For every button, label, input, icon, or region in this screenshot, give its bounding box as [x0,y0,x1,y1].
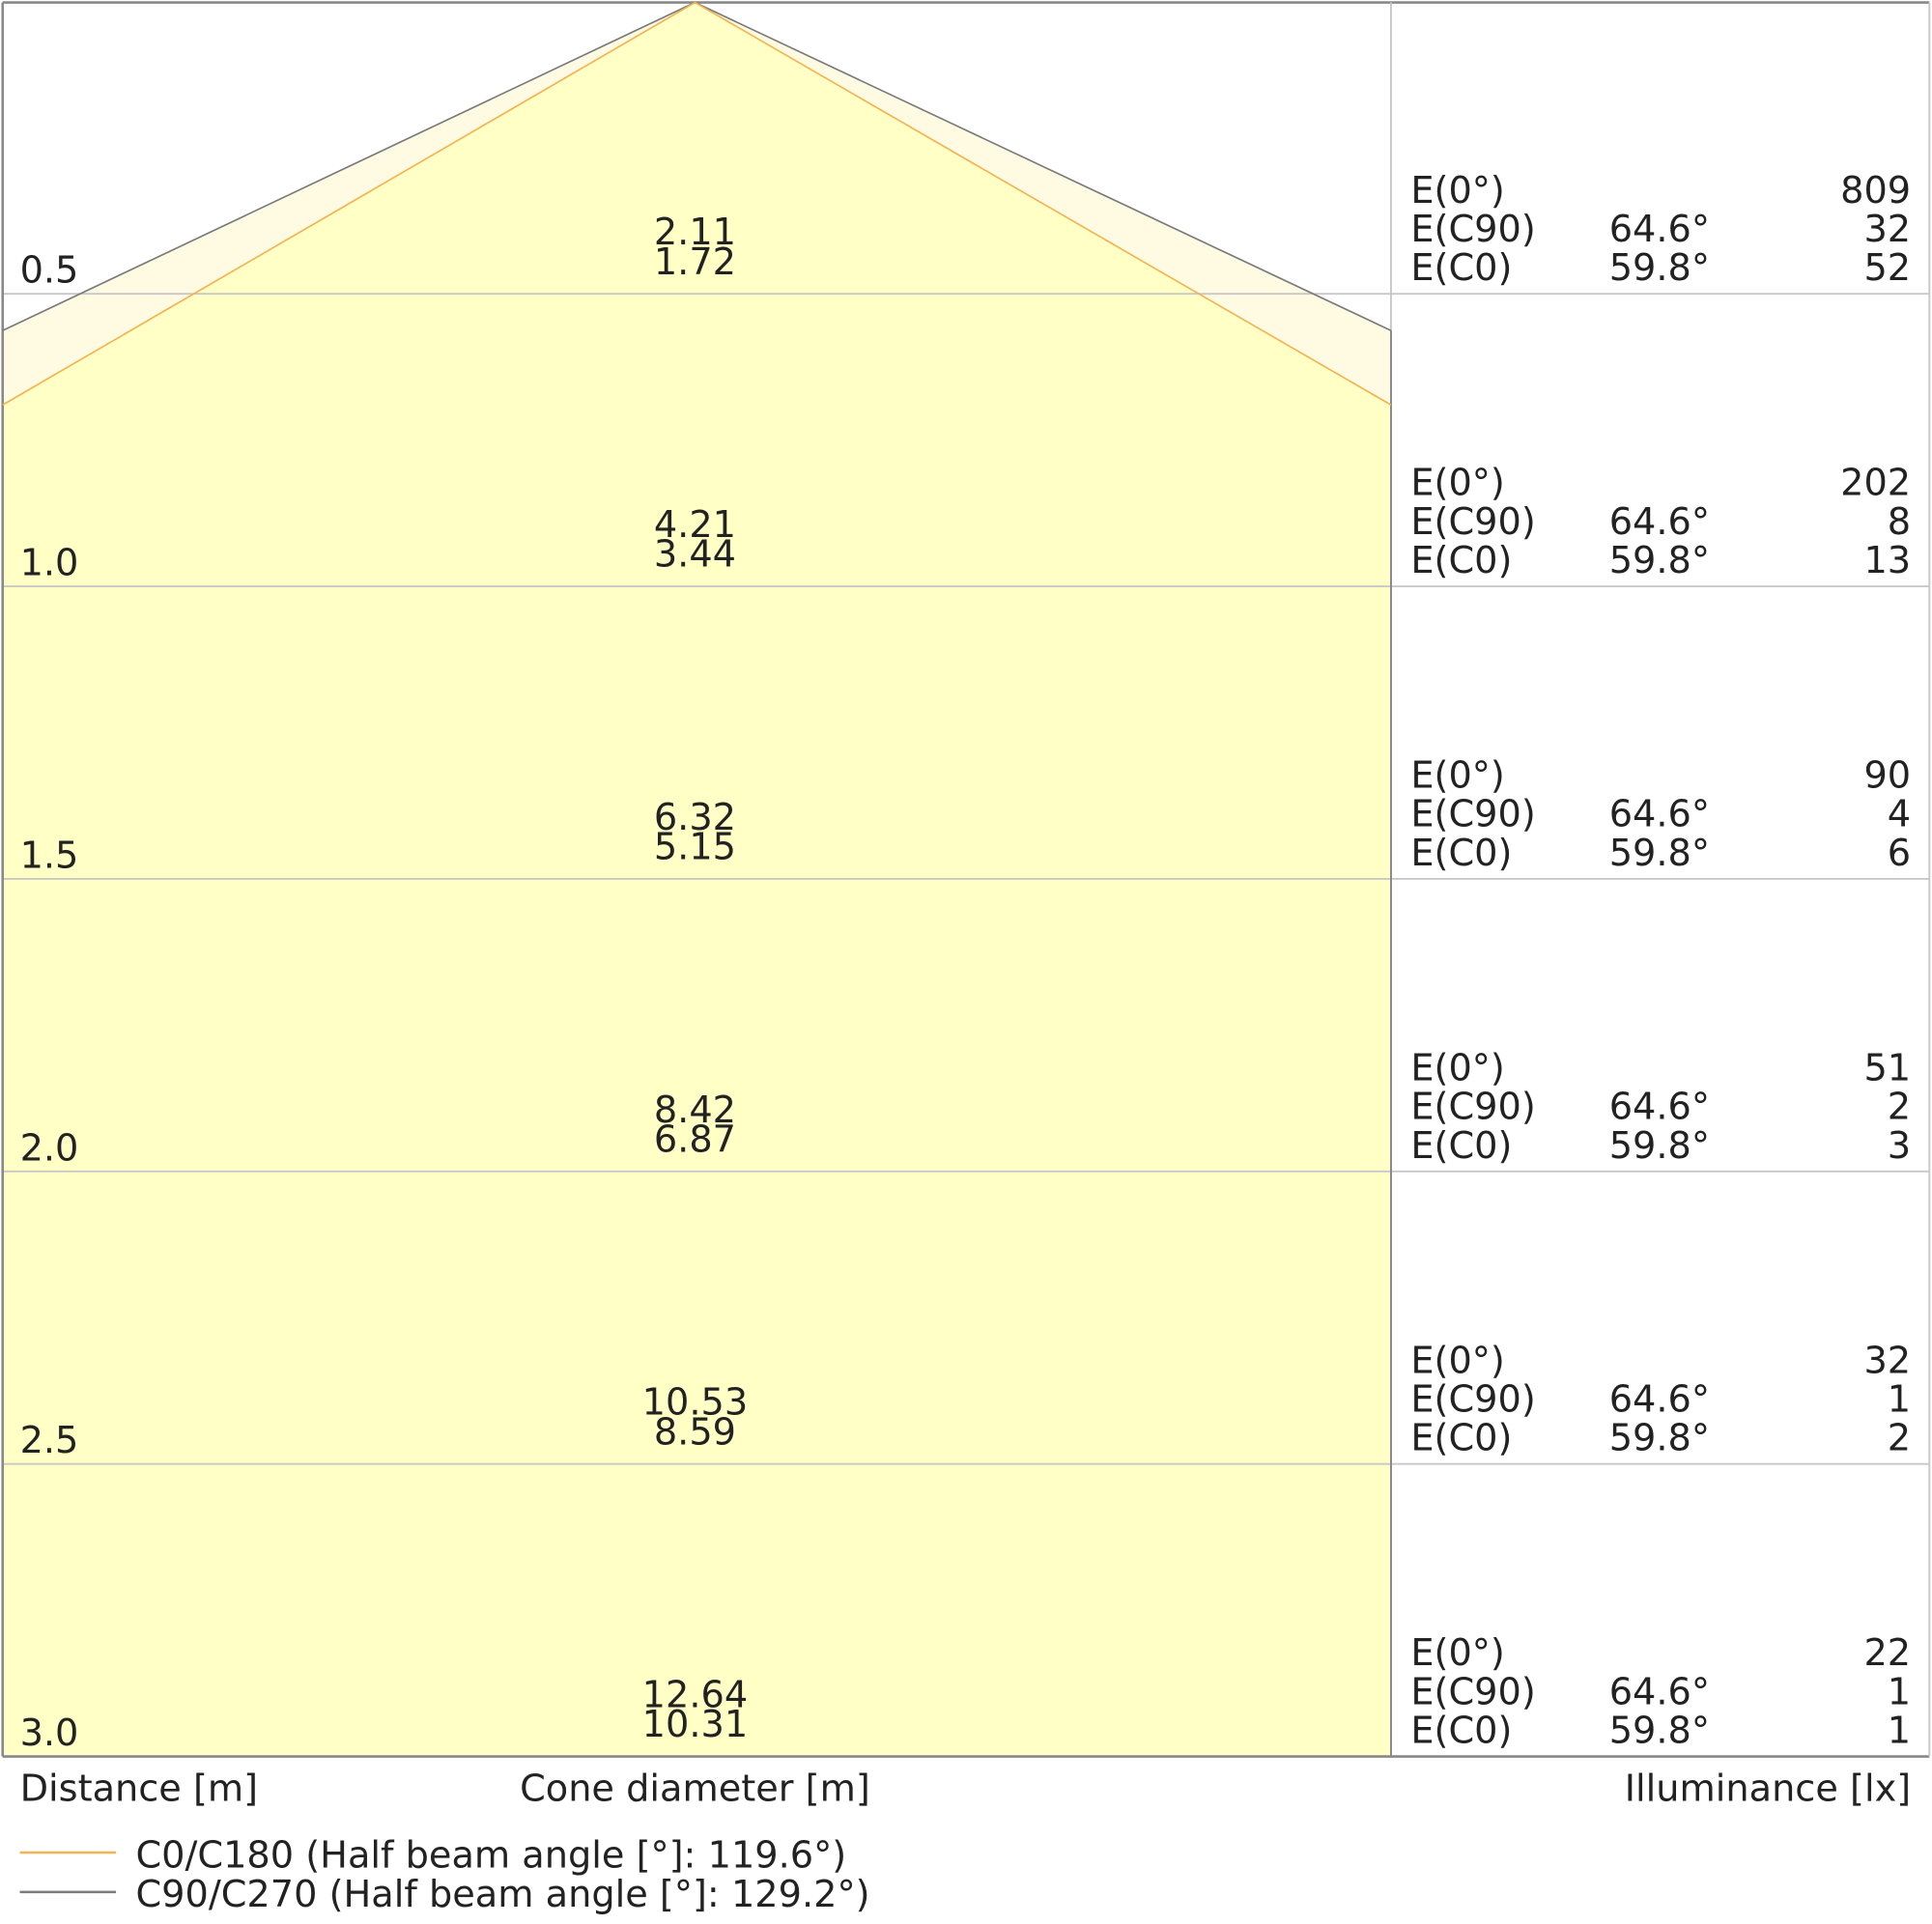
illuminance-label: E(C0) [1410,1710,1512,1753]
illuminance-angle: 64.6° [1609,793,1710,836]
illuminance-angle: 64.6° [1609,500,1710,544]
c0-diameter-label: 8.59 [654,1410,736,1454]
illuminance-angle: 59.8° [1609,1710,1710,1753]
c0-cone-line [2,1,1392,406]
cone-lines [2,1,1392,406]
illuminance-label: E(C90) [1410,1086,1535,1129]
legend-label-c90: C90/C270 (Half beam angle [°]: 129.2°) [135,1873,869,1916]
illuminance-angle: 59.8° [1609,246,1710,290]
illuminance-angle: 59.8° [1609,1124,1710,1168]
c90-diameter-label: 2.11 [654,211,736,254]
illuminance-angle: 59.8° [1609,1417,1710,1460]
c0-diameter-label: 5.15 [654,826,736,869]
c90-diameter-label: 8.42 [654,1089,736,1132]
illuminance-value: 1 [1888,1710,1911,1753]
illuminance-label: E(0°) [1410,1631,1504,1675]
illuminance-value: 8 [1888,500,1911,544]
illuminance-label: E(0°) [1410,1046,1504,1089]
illuminance-label: E(C90) [1410,500,1535,544]
illuminance-value: 32 [1863,208,1911,251]
illuminance-angle: 64.6° [1609,1377,1710,1421]
illuminance-value: 90 [1863,754,1911,798]
illuminance-value: 809 [1840,169,1911,212]
legend: C0/C180 (Half beam angle [°]: 119.6°)C90… [19,1833,870,1916]
illuminance-label: E(C0) [1410,539,1512,582]
illuminance-value: 6 [1888,832,1911,875]
grid-lines [1,1,1931,1758]
illuminance-value: 22 [1863,1631,1911,1675]
illuminance-value: 4 [1888,793,1911,836]
illuminance-value: 1 [1888,1377,1911,1421]
illuminance-label: E(C90) [1410,1377,1535,1421]
distance-tick-label: 2.5 [20,1419,79,1462]
illuminance-angle: 64.6° [1609,208,1710,251]
illuminance-value: 52 [1863,246,1911,290]
illuminance-label: E(0°) [1410,462,1504,505]
legend-label-c0: C0/C180 (Half beam angle [°]: 119.6°) [135,1833,846,1877]
diameter-axis-label: Cone diameter [m] [520,1767,870,1810]
distance-tick-label: 3.0 [20,1712,79,1755]
c0-diameter-label: 1.72 [654,240,736,284]
illuminance-value: 3 [1888,1124,1911,1168]
distance-tick-label: 1.0 [20,542,79,585]
illuminance-value: 1 [1888,1670,1911,1713]
illuminance-value: 2 [1888,1086,1911,1129]
illuminance-label: E(C90) [1410,1670,1535,1713]
illuminance-label: E(C0) [1410,1417,1512,1460]
c0-diameter-label: 10.31 [642,1703,749,1746]
illuminance-label: E(C0) [1410,1124,1512,1168]
illuminance-angle: 64.6° [1609,1086,1710,1129]
c0-diameter-label: 6.87 [654,1118,736,1161]
illuminance-value: 51 [1863,1046,1911,1089]
illuminance-value: 13 [1863,539,1911,582]
illuminance-axis-label: Illuminance [lx] [1625,1767,1911,1810]
illuminance-label: E(C0) [1410,832,1512,875]
illuminance-angle: 64.6° [1609,1670,1710,1713]
c0-diameter-label: 3.44 [654,533,736,577]
illuminance-label: E(0°) [1410,1339,1504,1382]
illuminance-label: E(C90) [1410,793,1535,836]
distance-tick-label: 0.5 [20,249,79,293]
illuminance-label: E(0°) [1410,169,1504,212]
illuminance-label: E(0°) [1410,754,1504,798]
illuminance-angle: 59.8° [1609,539,1710,582]
illuminance-value: 32 [1863,1339,1911,1382]
c90-diameter-label: 12.64 [642,1674,749,1717]
c90-diameter-label: 4.21 [654,503,736,547]
distance-axis-label: Distance [m] [20,1767,259,1810]
c90-diameter-label: 10.53 [642,1381,749,1425]
c90-diameter-label: 6.32 [654,796,736,839]
distance-tick-label: 2.0 [20,1126,79,1170]
illuminance-value: 202 [1840,462,1911,505]
distance-tick-label: 1.5 [20,834,79,877]
illuminance-value: 2 [1888,1417,1911,1460]
illuminance-angle: 59.8° [1609,832,1710,875]
illuminance-label: E(C0) [1410,246,1512,290]
illuminance-label: E(C90) [1410,208,1535,251]
